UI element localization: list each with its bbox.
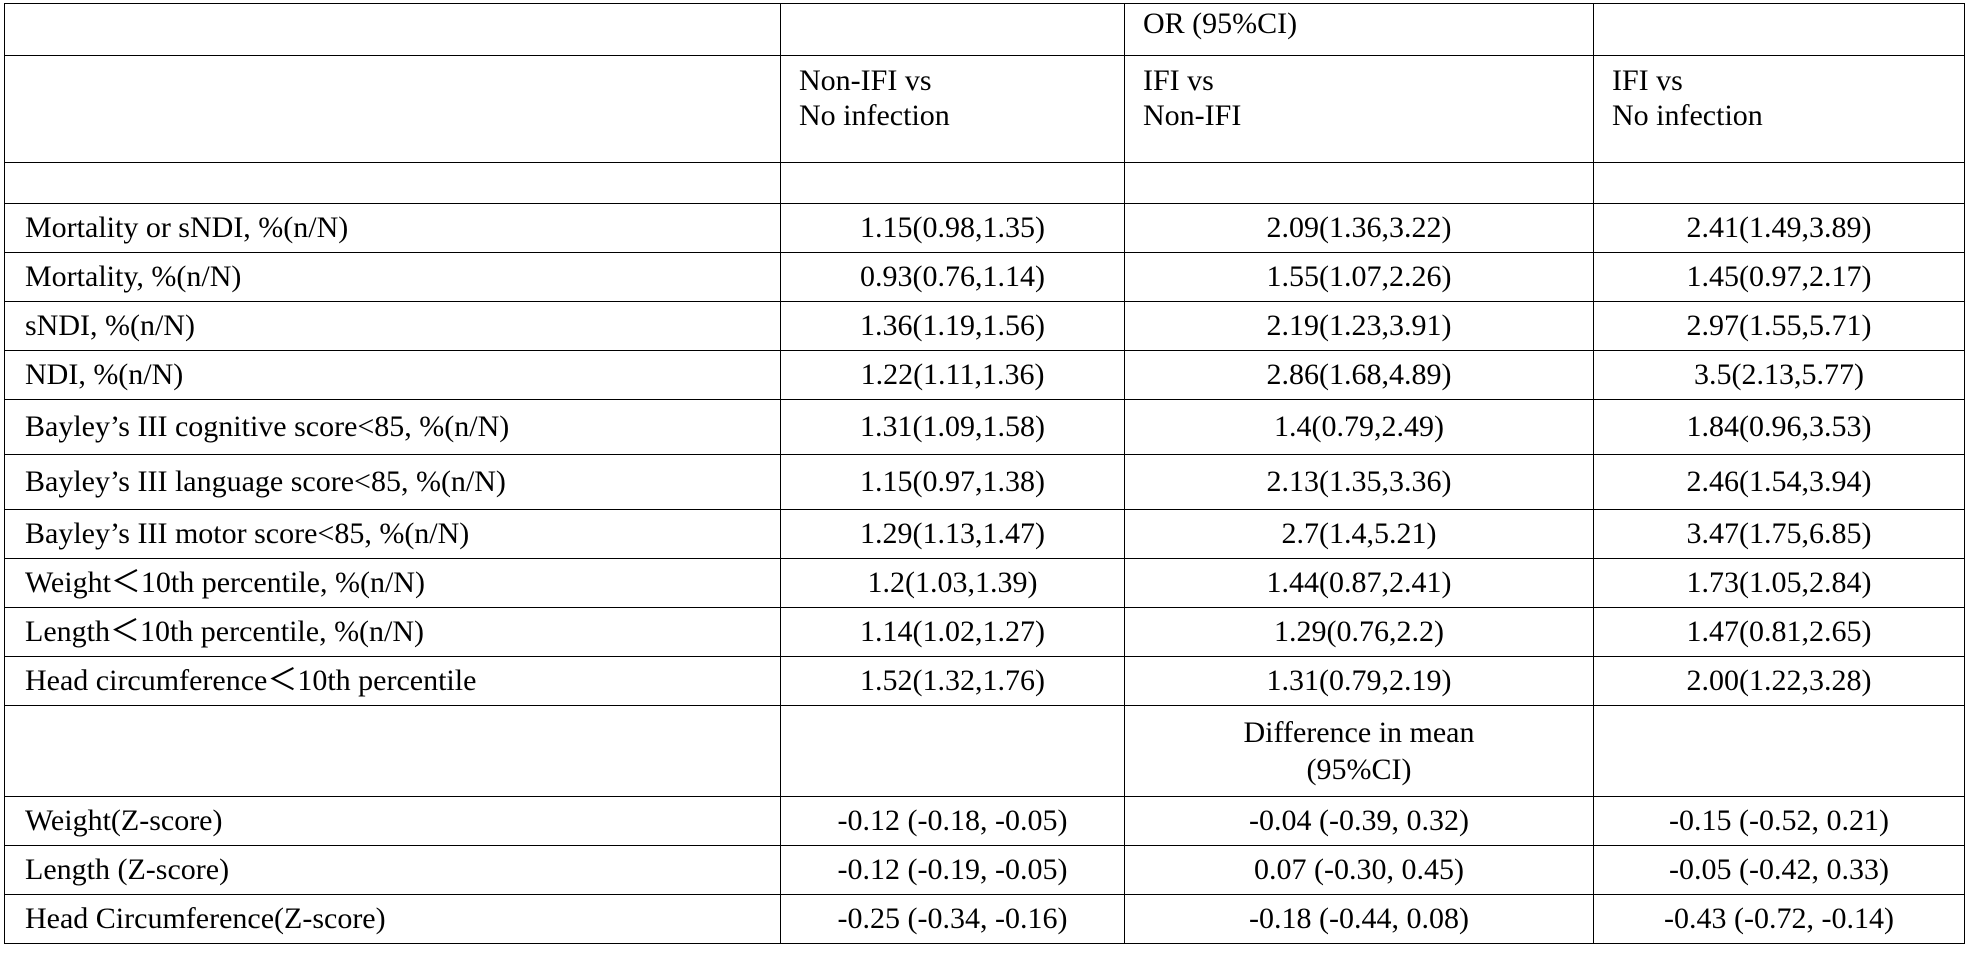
row-label: Mortality or sNDI, %(n/N) xyxy=(4,203,781,253)
row-label: Weight＜10th percentile, %(n/N) xyxy=(4,558,781,608)
table-cell: 1.31(0.79,2.19) xyxy=(1124,656,1594,706)
empty-cell xyxy=(1593,162,1965,204)
table-cell: 1.2(1.03,1.39) xyxy=(780,558,1125,608)
difference-header-line: Difference in mean xyxy=(1243,715,1475,749)
table-row: Bayley’s III cognitive score<85, %(n/N) … xyxy=(4,399,1965,455)
row-label: Bayley’s III language score<85, %(n/N) xyxy=(4,454,781,510)
comparison-header: IFI vs Non-IFI xyxy=(1124,55,1594,163)
table-row: Weight(Z-score) -0.12 (-0.18, -0.05) -0.… xyxy=(4,796,1965,846)
comparison-line: IFI vs xyxy=(1612,64,1683,97)
empty-cell xyxy=(1593,705,1965,797)
table-cell: 1.45(0.97,2.17) xyxy=(1593,252,1965,302)
table-row: NDI, %(n/N) 1.22(1.11,1.36) 2.86(1.68,4.… xyxy=(4,350,1965,400)
table-cell: 1.84(0.96,3.53) xyxy=(1593,399,1965,455)
comparison-line: IFI vs xyxy=(1143,64,1214,97)
table-cell: -0.25 (-0.34, -0.16) xyxy=(780,894,1125,944)
table-cell: -0.12 (-0.18, -0.05) xyxy=(780,796,1125,846)
difference-header-row: Difference in mean (95%CI) xyxy=(4,705,1965,797)
empty-cell xyxy=(4,162,781,204)
comparison-line: No infection xyxy=(1612,98,1763,132)
table-row: Mortality, %(n/N) 0.93(0.76,1.14) 1.55(1… xyxy=(4,252,1965,302)
table-cell: 2.19(1.23,3.91) xyxy=(1124,301,1594,351)
table-row: Length (Z-score) -0.12 (-0.19, -0.05) 0.… xyxy=(4,845,1965,895)
table-cell: 1.31(1.09,1.58) xyxy=(780,399,1125,455)
empty-cell xyxy=(4,55,781,163)
table-cell: 2.97(1.55,5.71) xyxy=(1593,301,1965,351)
comparison-header: Non-IFI vs No infection xyxy=(780,55,1125,163)
row-label: sNDI, %(n/N) xyxy=(4,301,781,351)
table-cell: 1.44(0.87,2.41) xyxy=(1124,558,1594,608)
comparison-line: Non-IFI xyxy=(1143,98,1242,132)
table-cell: 2.13(1.35,3.36) xyxy=(1124,454,1594,510)
comparison-header: IFI vs No infection xyxy=(1593,55,1965,163)
table-cell: 2.41(1.49,3.89) xyxy=(1593,203,1965,253)
results-table: OR (95%CI) Non-IFI vs No infection IFI v… xyxy=(4,3,1965,944)
or-header-row: OR (95%CI) xyxy=(4,3,1965,56)
table-cell: 1.22(1.11,1.36) xyxy=(780,350,1125,400)
blank-row xyxy=(4,162,1965,204)
table-cell: 1.29(1.13,1.47) xyxy=(780,509,1125,559)
row-label: Bayley’s III cognitive score<85, %(n/N) xyxy=(4,399,781,455)
table-cell: -0.18 (-0.44, 0.08) xyxy=(1124,894,1594,944)
table-cell: 3.47(1.75,6.85) xyxy=(1593,509,1965,559)
table-cell: 1.15(0.97,1.38) xyxy=(780,454,1125,510)
table-row: Head circumference＜10th percentile 1.52(… xyxy=(4,656,1965,706)
empty-cell xyxy=(780,705,1125,797)
table-cell: 0.93(0.76,1.14) xyxy=(780,252,1125,302)
table-cell: -0.43 (-0.72, -0.14) xyxy=(1593,894,1965,944)
or-header: OR (95%CI) xyxy=(1124,3,1594,56)
table-cell: 1.52(1.32,1.76) xyxy=(780,656,1125,706)
empty-cell xyxy=(1124,162,1594,204)
empty-cell xyxy=(780,3,1125,56)
difference-header-line: (95%CI) xyxy=(1306,753,1412,786)
empty-cell xyxy=(4,705,781,797)
table-row: Mortality or sNDI, %(n/N) 1.15(0.98,1.35… xyxy=(4,203,1965,253)
table-cell: -0.04 (-0.39, 0.32) xyxy=(1124,796,1594,846)
row-label: Length＜10th percentile, %(n/N) xyxy=(4,607,781,657)
empty-cell xyxy=(1593,3,1965,56)
table-cell: 1.47(0.81,2.65) xyxy=(1593,607,1965,657)
table-cell: 2.09(1.36,3.22) xyxy=(1124,203,1594,253)
table-cell: 1.36(1.19,1.56) xyxy=(780,301,1125,351)
empty-cell xyxy=(780,162,1125,204)
table-row: Bayley’s III motor score<85, %(n/N) 1.29… xyxy=(4,509,1965,559)
table-cell: 2.00(1.22,3.28) xyxy=(1593,656,1965,706)
table-cell: -0.05 (-0.42, 0.33) xyxy=(1593,845,1965,895)
row-label: Mortality, %(n/N) xyxy=(4,252,781,302)
row-label: Head Circumference(Z-score) xyxy=(4,894,781,944)
table-cell: 1.14(1.02,1.27) xyxy=(780,607,1125,657)
table-row: Bayley’s III language score<85, %(n/N) 1… xyxy=(4,454,1965,510)
empty-cell xyxy=(4,3,781,56)
table-row: Length＜10th percentile, %(n/N) 1.14(1.02… xyxy=(4,607,1965,657)
comparison-header-row: Non-IFI vs No infection IFI vs Non-IFI I… xyxy=(4,55,1965,163)
row-label: Head circumference＜10th percentile xyxy=(4,656,781,706)
table-row: sNDI, %(n/N) 1.36(1.19,1.56) 2.19(1.23,3… xyxy=(4,301,1965,351)
table-row: Weight＜10th percentile, %(n/N) 1.2(1.03,… xyxy=(4,558,1965,608)
table-cell: 1.15(0.98,1.35) xyxy=(780,203,1125,253)
row-label: Bayley’s III motor score<85, %(n/N) xyxy=(4,509,781,559)
row-label: Weight(Z-score) xyxy=(4,796,781,846)
results-table-container: OR (95%CI) Non-IFI vs No infection IFI v… xyxy=(4,3,1965,944)
table-cell: 2.46(1.54,3.94) xyxy=(1593,454,1965,510)
difference-header: Difference in mean (95%CI) xyxy=(1124,705,1594,797)
table-cell: -0.15 (-0.52, 0.21) xyxy=(1593,796,1965,846)
comparison-line: No infection xyxy=(799,98,950,132)
comparison-line: Non-IFI vs xyxy=(799,64,932,97)
table-cell: 1.55(1.07,2.26) xyxy=(1124,252,1594,302)
table-cell: 1.4(0.79,2.49) xyxy=(1124,399,1594,455)
table-cell: 2.86(1.68,4.89) xyxy=(1124,350,1594,400)
row-label: Length (Z-score) xyxy=(4,845,781,895)
table-row: Head Circumference(Z-score) -0.25 (-0.34… xyxy=(4,894,1965,944)
table-cell: 1.73(1.05,2.84) xyxy=(1593,558,1965,608)
table-cell: 1.29(0.76,2.2) xyxy=(1124,607,1594,657)
table-cell: 0.07 (-0.30, 0.45) xyxy=(1124,845,1594,895)
table-cell: -0.12 (-0.19, -0.05) xyxy=(780,845,1125,895)
table-cell: 2.7(1.4,5.21) xyxy=(1124,509,1594,559)
table-cell: 3.5(2.13,5.77) xyxy=(1593,350,1965,400)
row-label: NDI, %(n/N) xyxy=(4,350,781,400)
